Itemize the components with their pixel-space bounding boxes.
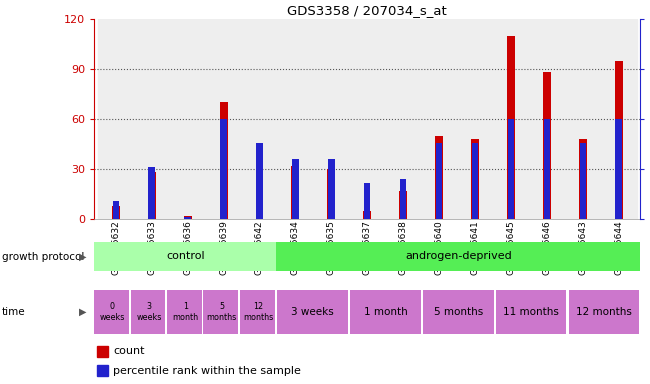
Text: ▶: ▶: [79, 252, 86, 262]
Text: time: time: [2, 307, 25, 317]
Bar: [220, 119, 227, 219]
Bar: [220, 103, 228, 219]
Bar: [363, 210, 371, 219]
Text: percentile rank within the sample: percentile rank within the sample: [113, 366, 301, 376]
Bar: [615, 61, 623, 219]
Bar: [565, 19, 601, 219]
Bar: [328, 169, 335, 219]
Bar: [472, 143, 478, 219]
Bar: [97, 365, 108, 376]
Bar: [255, 152, 263, 219]
Bar: [112, 201, 119, 219]
Bar: [291, 166, 300, 219]
Bar: [543, 73, 551, 219]
Bar: [240, 290, 274, 334]
Bar: [349, 19, 385, 219]
Bar: [98, 19, 134, 219]
Bar: [569, 290, 639, 334]
Text: 5
months: 5 months: [207, 302, 237, 322]
Bar: [112, 205, 120, 219]
Bar: [493, 19, 529, 219]
Bar: [496, 290, 566, 334]
Bar: [400, 179, 406, 219]
Text: 3 weeks: 3 weeks: [291, 307, 334, 317]
Text: 5 months: 5 months: [434, 307, 483, 317]
Bar: [292, 159, 298, 219]
Bar: [543, 119, 550, 219]
Bar: [203, 290, 238, 334]
Bar: [205, 19, 242, 219]
Bar: [170, 19, 205, 219]
Text: 1
month: 1 month: [172, 302, 198, 322]
Text: growth protocol: growth protocol: [2, 252, 84, 262]
Bar: [184, 215, 192, 219]
Text: count: count: [113, 346, 145, 356]
Bar: [350, 290, 421, 334]
Bar: [423, 290, 493, 334]
Bar: [435, 136, 443, 219]
Bar: [242, 19, 278, 219]
Bar: [507, 36, 515, 219]
Bar: [278, 290, 348, 334]
Bar: [131, 290, 165, 334]
Bar: [94, 242, 276, 271]
Bar: [580, 143, 586, 219]
Text: 0
weeks: 0 weeks: [99, 302, 125, 322]
Text: 11 months: 11 months: [503, 307, 559, 317]
Text: control: control: [166, 251, 205, 262]
Text: 1 month: 1 month: [363, 307, 408, 317]
Bar: [167, 290, 202, 334]
Bar: [148, 172, 156, 219]
Bar: [134, 19, 170, 219]
Bar: [278, 19, 313, 219]
Bar: [421, 19, 457, 219]
Bar: [276, 242, 640, 271]
Bar: [471, 139, 479, 219]
Text: 12 months: 12 months: [576, 307, 632, 317]
Bar: [385, 19, 421, 219]
Text: androgen-deprived: androgen-deprived: [405, 251, 512, 262]
Bar: [616, 119, 622, 219]
Bar: [256, 143, 263, 219]
Text: ▶: ▶: [79, 307, 86, 317]
Bar: [148, 167, 155, 219]
Text: 12
months: 12 months: [243, 302, 273, 322]
Bar: [313, 19, 349, 219]
Bar: [399, 190, 407, 219]
Text: 3
weeks: 3 weeks: [136, 302, 162, 322]
Bar: [579, 139, 587, 219]
Bar: [529, 19, 565, 219]
Bar: [436, 143, 442, 219]
Bar: [508, 119, 514, 219]
Bar: [364, 183, 370, 219]
Title: GDS3358 / 207034_s_at: GDS3358 / 207034_s_at: [287, 3, 447, 17]
Bar: [457, 19, 493, 219]
Bar: [94, 290, 129, 334]
Bar: [601, 19, 636, 219]
Bar: [328, 159, 335, 219]
Bar: [185, 217, 191, 219]
Bar: [97, 346, 108, 357]
